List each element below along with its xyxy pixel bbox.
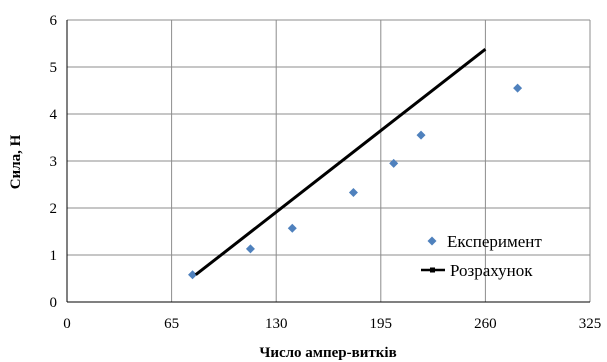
x-tick-label: 260 <box>474 316 497 332</box>
y-tick-label: 5 <box>50 60 58 76</box>
y-tick-label: 4 <box>50 107 58 123</box>
axes <box>66 20 590 303</box>
x-axis-title: Число ампер-витків <box>259 345 396 361</box>
legend-marker-experiment <box>427 236 437 246</box>
legend-label-experiment: Експеримент <box>447 232 542 251</box>
x-tick-label: 0 <box>63 316 71 332</box>
data-point-experiment <box>287 223 297 233</box>
x-tick-label: 65 <box>164 316 179 332</box>
x-tick-label: 130 <box>265 316 288 332</box>
data-point-experiment <box>416 130 426 140</box>
grid <box>67 19 591 302</box>
legend-entry-calculation: Розрахунок <box>421 261 533 280</box>
y-tick-label: 2 <box>50 201 58 217</box>
data-point-experiment <box>348 187 358 197</box>
x-tick-label: 195 <box>370 316 393 332</box>
data-point-experiment <box>389 158 399 168</box>
y-tick-label: 1 <box>50 248 58 264</box>
y-tick-label: 6 <box>50 13 58 29</box>
data-point-experiment <box>188 270 198 280</box>
legend-entry-experiment: Експеримент <box>427 232 542 251</box>
tick-labels: 0 1 2 3 4 5 6 0 65 130 195 260 325 <box>50 13 602 332</box>
legend: Експеримент Розрахунок <box>421 232 542 280</box>
data-point-experiment <box>513 83 523 93</box>
legend-marker-calculation <box>430 267 435 273</box>
series <box>188 47 523 280</box>
x-tick-label: 325 <box>579 316 602 332</box>
y-tick-label: 3 <box>50 154 58 170</box>
y-tick-label: 0 <box>50 295 58 311</box>
series-line-calculation <box>194 47 487 276</box>
data-point-experiment <box>245 244 255 254</box>
legend-label-calculation: Розрахунок <box>450 261 533 280</box>
y-axis-title: Сила, Н <box>8 134 24 189</box>
